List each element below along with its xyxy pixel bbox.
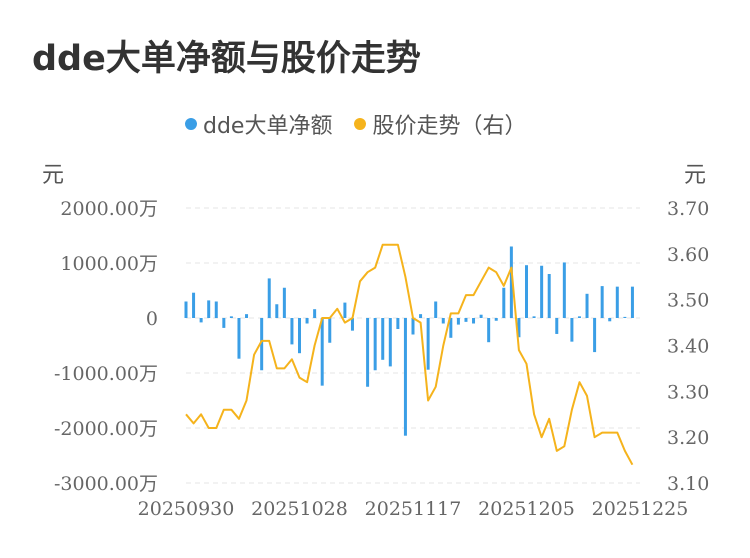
bar — [290, 318, 294, 345]
bar — [328, 318, 332, 343]
y-right-tick-label: 3.10 — [667, 473, 709, 495]
y-left-tick-label: 2000.00万 — [60, 198, 158, 220]
bar — [608, 318, 612, 322]
legend-item-line[interactable]: 股价走势（右） — [354, 108, 526, 140]
bar — [267, 278, 271, 318]
y-left-tick-label: 1000.00万 — [60, 253, 158, 275]
bar — [419, 314, 423, 318]
bar — [479, 314, 483, 318]
x-tick-label: 20251117 — [365, 498, 462, 520]
bar — [192, 292, 196, 318]
y-right-tick-label: 3.30 — [667, 381, 709, 403]
bar — [593, 318, 597, 353]
bar — [487, 318, 491, 343]
bar — [373, 318, 377, 371]
bar — [509, 246, 513, 318]
bar — [502, 287, 506, 318]
bar — [426, 318, 430, 370]
bar — [245, 314, 249, 318]
bar — [184, 301, 188, 318]
bar — [222, 318, 226, 328]
bar — [388, 318, 392, 367]
legend-line-label: 股价走势（右） — [372, 114, 527, 139]
bar — [396, 318, 400, 329]
y-left-tick-label: -3000.00万 — [54, 473, 158, 495]
bar — [313, 309, 317, 318]
x-tick-label: 20251225 — [592, 498, 689, 520]
bar — [532, 316, 536, 318]
bar — [237, 318, 241, 359]
bar — [577, 316, 581, 318]
bar — [600, 286, 604, 318]
x-tick-label: 20250930 — [138, 498, 235, 520]
bar — [547, 274, 551, 318]
bar — [449, 318, 453, 338]
y-left-tick-label: -1000.00万 — [54, 363, 158, 385]
bar — [207, 300, 211, 318]
chart-title: dde大单净额与股价走势 — [32, 39, 421, 79]
bar — [350, 318, 354, 331]
y-right-tick-label: 3.20 — [667, 427, 709, 449]
bar — [540, 265, 544, 318]
bar — [343, 302, 347, 318]
bar — [229, 316, 233, 318]
chart-legend: dde大单净额 股价走势（右） — [185, 108, 548, 140]
bar — [282, 287, 286, 318]
x-tick-label: 20251205 — [478, 498, 575, 520]
legend-bar-label: dde大单净额 — [203, 114, 333, 139]
bar — [381, 318, 385, 360]
bar — [320, 318, 324, 386]
bar — [630, 286, 634, 318]
bar — [366, 318, 370, 387]
bar — [562, 262, 566, 318]
bar — [623, 316, 627, 318]
bar — [615, 286, 619, 318]
bar — [464, 318, 468, 322]
legend-item-bar[interactable]: dde大单净额 — [185, 108, 332, 140]
bar — [517, 318, 521, 338]
bar — [525, 265, 528, 318]
bar — [298, 318, 301, 354]
price-line — [185, 243, 634, 466]
bar — [570, 318, 574, 342]
bar — [494, 318, 498, 321]
y-right-tick-label: 3.60 — [667, 244, 709, 266]
bar — [434, 301, 438, 318]
bar — [305, 318, 309, 324]
legend-line-marker — [354, 118, 367, 130]
bar — [585, 293, 589, 318]
x-tick-label: 20251028 — [251, 498, 348, 520]
y-left-tick-label: -2000.00万 — [54, 418, 158, 440]
y-right-tick-label: 3.50 — [667, 290, 709, 312]
bar — [472, 318, 476, 324]
y-left-tick-label: 0 — [146, 308, 158, 330]
bar — [403, 318, 407, 436]
legend-bar-marker — [185, 118, 197, 130]
bar — [275, 304, 279, 318]
bar — [456, 318, 460, 325]
bar — [214, 301, 218, 318]
y-right-tick-label: 3.40 — [667, 336, 709, 358]
bar — [441, 318, 445, 324]
right-axis-unit: 元 — [684, 163, 707, 188]
bar — [260, 318, 264, 371]
y-right-tick-label: 3.70 — [667, 198, 709, 220]
bar — [411, 318, 415, 335]
bar — [199, 318, 203, 323]
bar — [555, 318, 559, 334]
left-axis-unit: 元 — [42, 163, 65, 188]
